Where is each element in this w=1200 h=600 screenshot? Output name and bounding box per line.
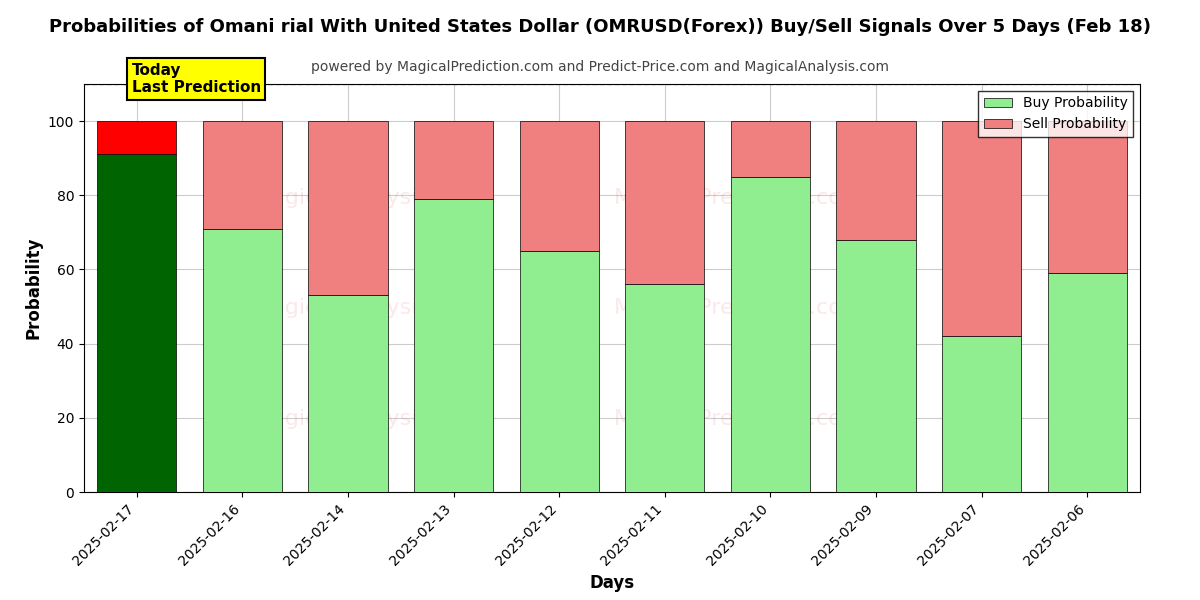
Text: MagicalPrediction.com: MagicalPrediction.com: [613, 298, 864, 319]
Bar: [1048, 273, 1127, 492]
Bar: [836, 240, 916, 492]
Legend: Buy Probability, Sell Probability: Buy Probability, Sell Probability: [978, 91, 1133, 137]
X-axis label: Days: Days: [589, 574, 635, 592]
Bar: [308, 295, 388, 492]
Bar: [203, 229, 282, 492]
Text: MagicalPrediction.com: MagicalPrediction.com: [613, 188, 864, 208]
Bar: [520, 251, 599, 492]
Bar: [520, 121, 599, 251]
Bar: [1048, 121, 1127, 273]
Bar: [731, 177, 810, 492]
Bar: [836, 121, 916, 240]
Bar: [97, 154, 176, 492]
Text: MagicalPrediction.com: MagicalPrediction.com: [613, 409, 864, 428]
Text: Today
Last Prediction: Today Last Prediction: [132, 63, 260, 95]
Text: powered by MagicalPrediction.com and Predict-Price.com and MagicalAnalysis.com: powered by MagicalPrediction.com and Pre…: [311, 60, 889, 74]
Text: MagicalAnalysis.com: MagicalAnalysis.com: [253, 298, 485, 319]
Text: MagicalAnalysis.com: MagicalAnalysis.com: [253, 188, 485, 208]
Bar: [414, 121, 493, 199]
Bar: [942, 121, 1021, 336]
Bar: [203, 121, 282, 229]
Bar: [625, 121, 704, 284]
Bar: [625, 284, 704, 492]
Bar: [942, 336, 1021, 492]
Bar: [414, 199, 493, 492]
Text: Probabilities of Omani rial With United States Dollar (OMRUSD(Forex)) Buy/Sell S: Probabilities of Omani rial With United …: [49, 18, 1151, 36]
Bar: [97, 121, 176, 154]
Y-axis label: Probability: Probability: [24, 237, 42, 339]
Bar: [731, 121, 810, 177]
Text: MagicalAnalysis.com: MagicalAnalysis.com: [253, 409, 485, 428]
Bar: [308, 121, 388, 295]
